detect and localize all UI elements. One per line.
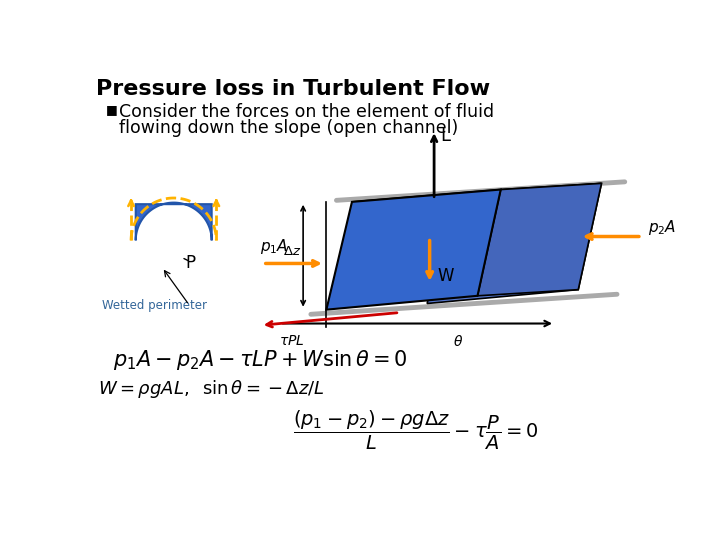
Polygon shape	[352, 184, 601, 202]
Polygon shape	[427, 184, 601, 303]
Polygon shape	[326, 190, 500, 309]
Text: Wetted perimeter: Wetted perimeter	[102, 299, 207, 312]
Text: $\Delta z$: $\Delta z$	[282, 245, 301, 259]
Polygon shape	[136, 202, 212, 240]
Text: Consider the forces on the element of fluid: Consider the forces on the element of fl…	[120, 103, 495, 120]
Text: P: P	[186, 254, 196, 273]
Text: $\tau PL$: $\tau PL$	[279, 334, 305, 348]
Text: ■: ■	[106, 103, 117, 116]
Text: $p_1 A - p_2 A - \tau LP + W \sin\theta = 0$: $p_1 A - p_2 A - \tau LP + W \sin\theta …	[113, 348, 408, 372]
Text: $p_2A$: $p_2A$	[648, 218, 676, 237]
Text: $\theta$: $\theta$	[453, 334, 463, 349]
Text: $\dfrac{(p_1 - p_2) - \rho g \Delta z}{L} - \tau \dfrac{P}{A} = 0$: $\dfrac{(p_1 - p_2) - \rho g \Delta z}{L…	[293, 409, 539, 452]
Text: $W = \rho g AL,$: $W = \rho g AL,$	[98, 379, 189, 400]
Polygon shape	[477, 184, 601, 296]
Text: W: W	[437, 267, 454, 285]
Text: A: A	[158, 221, 174, 241]
Text: $p_1A$: $p_1A$	[260, 237, 289, 256]
Text: Pressure loss in Turbulent Flow: Pressure loss in Turbulent Flow	[96, 79, 490, 99]
Text: $\sin\theta = -\Delta z / L$: $\sin\theta = -\Delta z / L$	[202, 379, 325, 398]
Text: L: L	[441, 127, 450, 145]
Text: flowing down the slope (open channel): flowing down the slope (open channel)	[120, 119, 459, 137]
